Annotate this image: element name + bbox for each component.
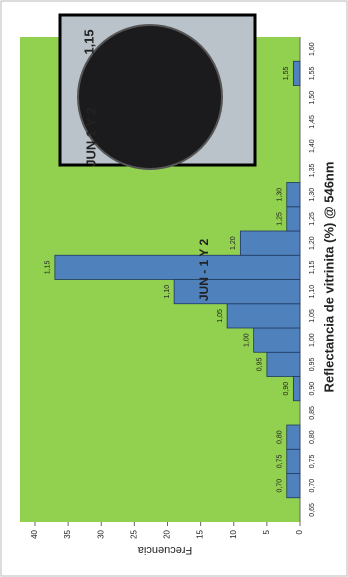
x-tick-label: 0,95 (309, 357, 316, 371)
bar (239, 230, 301, 256)
x-tick-label: 1,00 (309, 333, 316, 347)
bar (292, 60, 301, 86)
x-tick-label: 0,85 (309, 406, 316, 420)
y-tick-label: 20 (163, 529, 172, 538)
y-tick-label: 0 (295, 529, 304, 534)
x-tick-label: 1,10 (309, 285, 316, 299)
data-label: 1,05 (217, 309, 224, 323)
x-tick-label: 1,25 (309, 212, 316, 226)
x-tick-label: 1,05 (309, 309, 316, 323)
bar (286, 448, 301, 474)
y-axis-title: Frecuencia (137, 544, 192, 556)
bar (286, 473, 301, 499)
data-label: 1,25 (277, 212, 284, 226)
y-tick-label: 35 (63, 529, 72, 538)
data-label: 1,55 (283, 66, 290, 80)
bar (286, 206, 301, 232)
x-tick-label: 1,35 (309, 163, 316, 177)
x-tick-label: 0,65 (309, 503, 316, 517)
y-tick-label: 25 (129, 529, 138, 538)
x-tick-label: 0,70 (309, 479, 316, 493)
inset-label: JUN 1 Y 2 (83, 107, 98, 167)
x-axis-title: Reflectancia de vitrinita (%) @ 546nm (321, 162, 336, 393)
x-tick-label: 0,75 (309, 454, 316, 468)
data-label: 1,20 (230, 236, 237, 250)
x-tick-label: 1,45 (309, 115, 316, 129)
x-tick-label: 1,30 (309, 188, 316, 202)
bar (292, 376, 301, 402)
bar (54, 254, 301, 280)
y-tick-label: 10 (229, 529, 238, 538)
x-tick-label: 1,40 (309, 139, 316, 153)
bar (253, 327, 301, 353)
data-label: 1,15 (45, 260, 52, 274)
inset-sample (77, 24, 223, 170)
y-tick-label: 30 (96, 529, 105, 538)
chart-title: JUN - 1 Y 2 (197, 239, 211, 302)
bar (266, 351, 301, 377)
x-tick-label: 1,60 (309, 42, 316, 56)
data-label: 1,30 (277, 188, 284, 202)
bar (226, 303, 301, 329)
data-label: 0,90 (283, 382, 290, 396)
data-label: 0,80 (277, 430, 284, 444)
x-tick-label: 1,55 (309, 66, 316, 80)
x-tick-label: 0,90 (309, 382, 316, 396)
x-tick-label: 1,20 (309, 236, 316, 250)
bar (173, 279, 301, 305)
bar (286, 182, 301, 208)
bar (286, 424, 301, 450)
x-tick-label: 1,15 (309, 260, 316, 274)
y-tick-label: 5 (262, 529, 271, 534)
x-tick-label: 1,50 (309, 91, 316, 105)
x-tick-label: 0,80 (309, 430, 316, 444)
y-tick-label: 40 (30, 529, 39, 538)
data-label: 0,95 (257, 357, 264, 371)
rotated-chart: 0 5 10 15 20 25 30 35 40 0,65 0,70 0,70 0,75 0,75 0,80… (20, 13, 336, 556)
y-tick-label: 15 (196, 529, 205, 538)
data-label: 0,70 (277, 479, 284, 493)
data-label: 1,10 (164, 285, 171, 299)
data-label: 0,75 (277, 454, 284, 468)
data-label: 1,00 (243, 333, 250, 347)
inset-value: 1,15 (81, 29, 96, 54)
